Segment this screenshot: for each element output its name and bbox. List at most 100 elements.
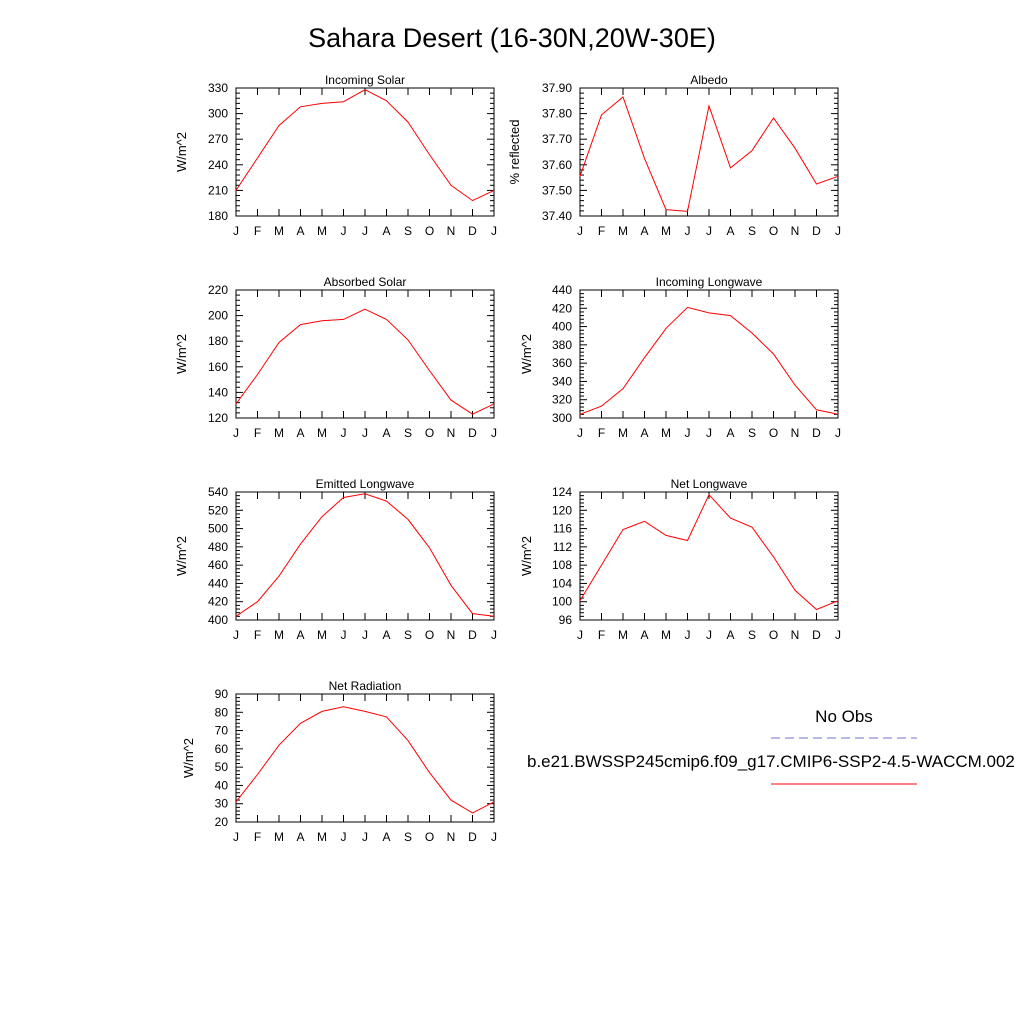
y-tick-label: 50 (215, 760, 229, 774)
series-line (235, 308, 495, 415)
y-tick-label: 520 (208, 503, 228, 517)
x-tick-label: N (791, 628, 800, 642)
y-tick-label: 140 (208, 385, 228, 399)
plot-frame (235, 87, 495, 217)
panel-title: Emitted Longwave (316, 477, 415, 491)
y-tick-label: 60 (215, 742, 229, 756)
x-tick-label: J (233, 426, 239, 440)
x-tick-label: A (382, 830, 390, 844)
x-tick-label: J (685, 224, 691, 238)
y-tick-label: 200 (208, 309, 228, 323)
y-tick-label: 210 (208, 183, 228, 197)
y-tick-label: 70 (215, 724, 229, 738)
x-tick-label: S (404, 628, 412, 642)
y-tick-label: 40 (215, 778, 229, 792)
y-tick-label: 380 (552, 338, 572, 352)
x-tick-label: M (661, 224, 671, 238)
x-tick-label: O (769, 426, 778, 440)
x-tick-label: M (661, 628, 671, 642)
x-tick-label: S (748, 628, 756, 642)
x-tick-label: F (254, 426, 261, 440)
x-tick-label: A (382, 224, 390, 238)
x-tick-label: M (317, 830, 327, 844)
y-tick-label: 30 (215, 797, 229, 811)
y-axis-label: W/m^2 (181, 738, 196, 778)
y-tick-label: 120 (208, 411, 228, 425)
x-tick-label: D (468, 426, 477, 440)
x-tick-label: M (274, 830, 284, 844)
y-tick-label: 90 (215, 687, 229, 701)
x-tick-label: J (341, 224, 347, 238)
x-tick-label: J (706, 628, 712, 642)
x-tick-label: F (598, 426, 605, 440)
y-tick-label: 420 (208, 595, 228, 609)
x-tick-label: O (769, 224, 778, 238)
x-tick-label: M (317, 628, 327, 642)
x-tick-label: M (274, 426, 284, 440)
plot-frame (235, 491, 495, 621)
panel-title: Incoming Solar (325, 73, 405, 87)
figure-title: Sahara Desert (16-30N,20W-30E) (308, 23, 716, 53)
y-tick-label: 80 (215, 705, 229, 719)
x-tick-label: J (362, 628, 368, 642)
y-tick-label: 400 (552, 320, 572, 334)
y-tick-label: 240 (208, 158, 228, 172)
y-tick-label: 220 (208, 283, 228, 297)
x-tick-label: O (425, 628, 434, 642)
x-tick-label: N (447, 224, 456, 238)
y-tick-label: 37.50 (542, 183, 572, 197)
x-tick-label: O (425, 426, 434, 440)
y-tick-label: 500 (208, 522, 228, 536)
x-tick-label: F (254, 830, 261, 844)
x-tick-label: A (640, 224, 648, 238)
y-tick-label: 112 (553, 540, 572, 554)
y-tick-label: 330 (208, 81, 228, 95)
x-tick-label: J (491, 830, 497, 844)
x-tick-label: F (598, 628, 605, 642)
x-tick-label: F (598, 224, 605, 238)
y-tick-label: 160 (208, 360, 228, 374)
x-tick-label: J (491, 628, 497, 642)
x-tick-label: J (577, 426, 583, 440)
x-tick-label: J (233, 224, 239, 238)
y-tick-label: 340 (552, 374, 572, 388)
x-tick-label: O (769, 628, 778, 642)
plot-frame (579, 289, 839, 419)
x-tick-label: J (706, 224, 712, 238)
x-tick-label: J (577, 628, 583, 642)
series-line (235, 706, 495, 814)
panel-title: Net Radiation (329, 679, 402, 693)
x-tick-label: D (812, 224, 821, 238)
y-tick-label: 420 (552, 301, 572, 315)
y-tick-label: 100 (552, 595, 572, 609)
series-line (579, 493, 839, 611)
y-tick-label: 20 (215, 815, 229, 829)
x-tick-label: D (812, 628, 821, 642)
x-tick-label: S (748, 426, 756, 440)
panel-title: Absorbed Solar (324, 275, 407, 289)
x-tick-label: D (468, 224, 477, 238)
y-axis-label: W/m^2 (174, 536, 189, 576)
x-tick-label: N (447, 830, 456, 844)
x-tick-label: A (640, 628, 648, 642)
legend: No Obs b.e21.BWSSP245cmip6.f09_g17.CMIP6… (527, 707, 1015, 785)
x-tick-label: A (640, 426, 648, 440)
x-tick-label: M (317, 224, 327, 238)
y-axis-label: W/m^2 (519, 536, 534, 576)
x-tick-label: N (447, 426, 456, 440)
y-tick-label: 300 (552, 411, 572, 425)
y-tick-label: 300 (208, 107, 228, 121)
x-tick-label: N (447, 628, 456, 642)
x-tick-label: J (835, 628, 841, 642)
x-tick-label: M (274, 628, 284, 642)
y-axis-label: % reflected (507, 119, 522, 184)
x-tick-label: M (274, 224, 284, 238)
x-tick-label: J (835, 224, 841, 238)
y-tick-label: 480 (208, 540, 228, 554)
y-axis-label: W/m^2 (519, 334, 534, 374)
y-tick-label: 37.80 (542, 107, 572, 121)
x-tick-label: D (468, 830, 477, 844)
